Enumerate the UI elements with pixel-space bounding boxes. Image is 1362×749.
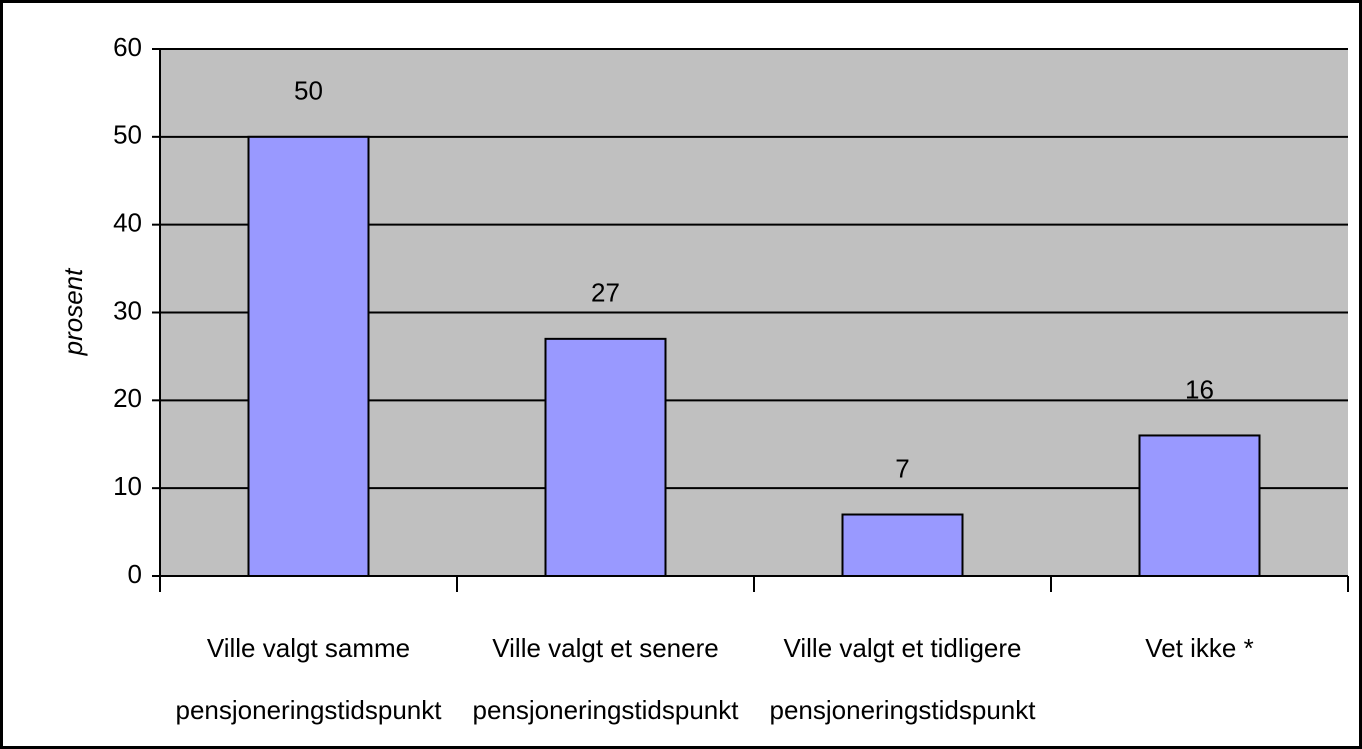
- bar: [247, 135, 370, 577]
- y-tick-label: 60: [113, 32, 142, 62]
- y-tick-label: 40: [113, 208, 142, 238]
- bar: [544, 337, 667, 577]
- y-tick-label: 20: [113, 383, 142, 413]
- y-axis-label: prosent: [58, 267, 88, 356]
- x-tick-label: Vet ikke *: [1145, 633, 1253, 663]
- data-label: 50: [294, 76, 323, 106]
- bar: [1138, 434, 1261, 578]
- data-label: 7: [895, 453, 909, 483]
- x-tick-label: Ville valgt et senere pensjoneringstidspu…: [473, 633, 740, 725]
- y-tick-label: 30: [113, 295, 142, 325]
- y-tick-label: 10: [113, 471, 142, 501]
- data-label: 27: [591, 278, 620, 308]
- x-tick-label: Ville valgt et tidligere pensjoneringstid…: [770, 633, 1037, 725]
- y-tick-label: 50: [113, 120, 142, 150]
- bar: [841, 513, 964, 577]
- x-tick-label: Ville valgt samme pensjoneringstidspunkt: [176, 633, 443, 725]
- data-label: 16: [1185, 374, 1214, 404]
- y-tick-label: 0: [128, 559, 142, 589]
